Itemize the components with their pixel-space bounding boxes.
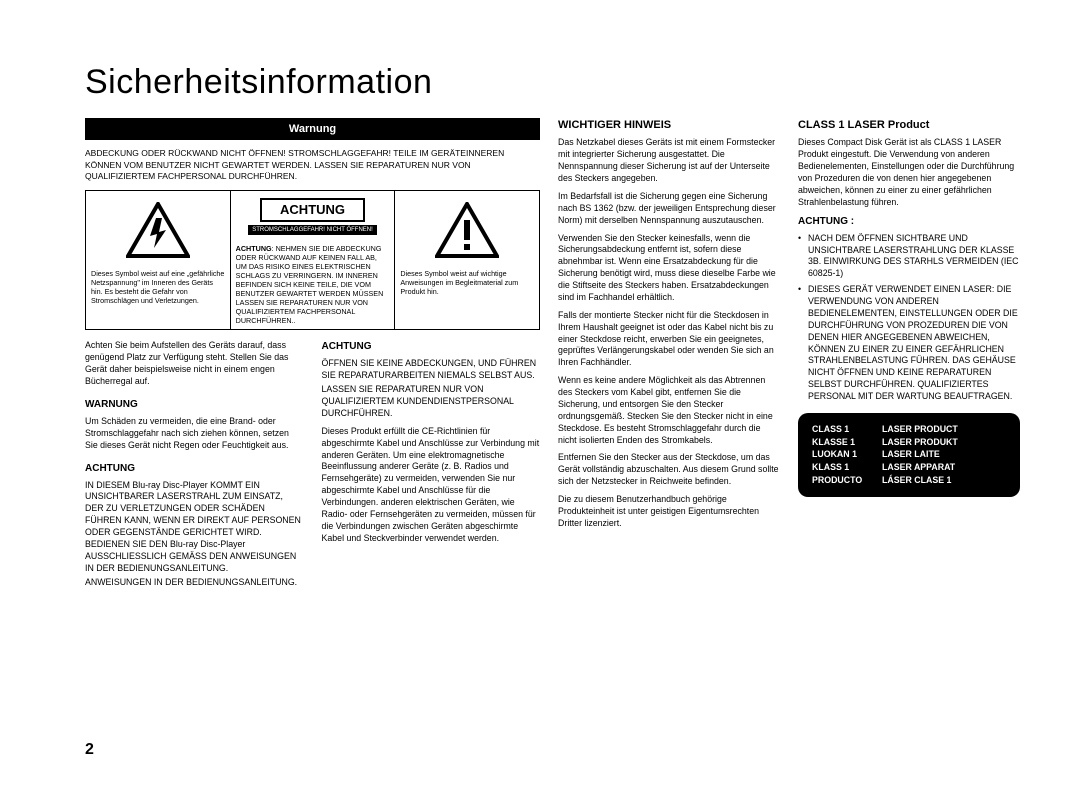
intro-text: ABDECKUNG ODER RÜCKWAND NICHT ÖFFNEN! ST…: [85, 148, 540, 181]
warning-table: Dieses Symbol weist auf eine „gefährlich…: [85, 190, 540, 331]
laser-row-0: CLASS 1LASER PRODUCT: [812, 423, 1006, 436]
cell1-text: Dieses Symbol weist auf eine „gefährlich…: [91, 269, 225, 305]
laser-row-4: PRODUCTOLÁSER CLASE 1: [812, 474, 1006, 487]
laser-row-2: LUOKAN 1LASER LAITE: [812, 448, 1006, 461]
sub-col-2: ACHTUNG ÖFFNEN SIE KEINE ABDECKUNGEN, UN…: [322, 340, 541, 594]
exclamation-icon: [400, 195, 534, 265]
achtung-box-title: ACHTUNG: [260, 198, 365, 222]
col1-achtung-body2: ANWEISUNGEN IN DER BEDIENUNGSANLEITUNG.: [85, 577, 304, 589]
col3-p2: Im Bedarfsfall ist die Sicherung gegen e…: [558, 191, 780, 227]
col3-p7: Die zu diesem Benutzerhandbuch gehörige …: [558, 494, 780, 530]
laser-row-3: KLASS 1LASER APPARAT: [812, 461, 1006, 474]
col4-p1: Dieses Compact Disk Gerät ist als CLASS …: [798, 137, 1020, 208]
cell2-text: ACHTUNG: NEHMEN SIE DIE ABDECKUNG ODER R…: [236, 244, 390, 325]
col4-b1: NACH DEM ÖFFNEN SICHTBARE UND UNSICHTBAR…: [798, 233, 1020, 281]
col2-p1: ÖFFNEN SIE KEINE ABDECKUNGEN, UND FÜHREN…: [322, 358, 541, 382]
col4-head: CLASS 1 LASER Product: [798, 118, 1020, 132]
col2-p3: Dieses Produkt erfüllt die CE-Richtlinie…: [322, 426, 541, 545]
column-3: WICHTIGER HINWEIS Das Netzkabel dieses G…: [558, 118, 780, 594]
laser-row-1: KLASSE 1LASER PRODUKT: [812, 436, 1006, 449]
laser-class-box: CLASS 1LASER PRODUCT KLASSE 1LASER PRODU…: [798, 413, 1020, 497]
col1-warnung-head: WARNUNG: [85, 398, 304, 411]
col3-p6: Entfernen Sie den Stecker aus der Steckd…: [558, 452, 780, 488]
column-left: Warnung ABDECKUNG ODER RÜCKWAND NICHT ÖF…: [85, 118, 540, 594]
column-4: CLASS 1 LASER Product Dieses Compact Dis…: [798, 118, 1020, 594]
col2-achtung-head: ACHTUNG: [322, 340, 541, 353]
col3-p1: Das Netzkabel dieses Geräts ist mit eine…: [558, 137, 780, 185]
col1-warnung-body: Um Schäden zu vermeiden, die eine Brand-…: [85, 416, 304, 452]
col1-achtung-body: IN DIESEM Blu-ray Disc-Player KOMMT EIN …: [85, 480, 304, 575]
lightning-icon: [91, 195, 225, 265]
col4-achtung-head: ACHTUNG :: [798, 215, 1020, 228]
warning-cell-exclaim: Dieses Symbol weist auf wichtige Anweisu…: [395, 191, 539, 330]
col1-p1: Achten Sie beim Aufstellen des Geräts da…: [85, 340, 304, 388]
col3-p5: Wenn es keine andere Möglichkeit als das…: [558, 375, 780, 446]
col3-head: WICHTIGER HINWEIS: [558, 118, 780, 132]
warning-cell-bolt: Dieses Symbol weist auf eine „gefährlich…: [86, 191, 231, 330]
col3-p3: Verwenden Sie den Stecker keinesfalls, w…: [558, 233, 780, 304]
col3-p4: Falls der montierte Stecker nicht für di…: [558, 310, 780, 369]
sub-col-1: Achten Sie beim Aufstellen des Geräts da…: [85, 340, 304, 594]
achtung-sub-black: STROMSCHLAGGEFAHR! NICHT ÖFFNEN!: [248, 225, 377, 236]
warnung-bar: Warnung: [85, 118, 540, 140]
col2-p2: LASSEN SIE REPARATUREN NUR VON QUALIFIZI…: [322, 384, 541, 420]
warning-cell-center: ACHTUNG STROMSCHLAGGEFAHR! NICHT ÖFFNEN!…: [231, 191, 396, 330]
content-columns: Warnung ABDECKUNG ODER RÜCKWAND NICHT ÖF…: [85, 118, 1020, 594]
cell3-text: Dieses Symbol weist auf wichtige Anweisu…: [400, 269, 534, 296]
sub-columns: Achten Sie beim Aufstellen des Geräts da…: [85, 340, 540, 594]
col4-b2: DIESES GERÄT VERWENDET EINEN LASER: DIE …: [798, 284, 1020, 403]
page-number: 2: [85, 740, 94, 761]
col4-bullets: NACH DEM ÖFFNEN SICHTBARE UND UNSICHTBAR…: [798, 233, 1020, 403]
page-title: Sicherheitsinformation: [85, 60, 1020, 104]
achtung-box-area: ACHTUNG STROMSCHLAGGEFAHR! NICHT ÖFFNEN!: [236, 195, 390, 241]
col1-achtung-head: ACHTUNG: [85, 462, 304, 475]
